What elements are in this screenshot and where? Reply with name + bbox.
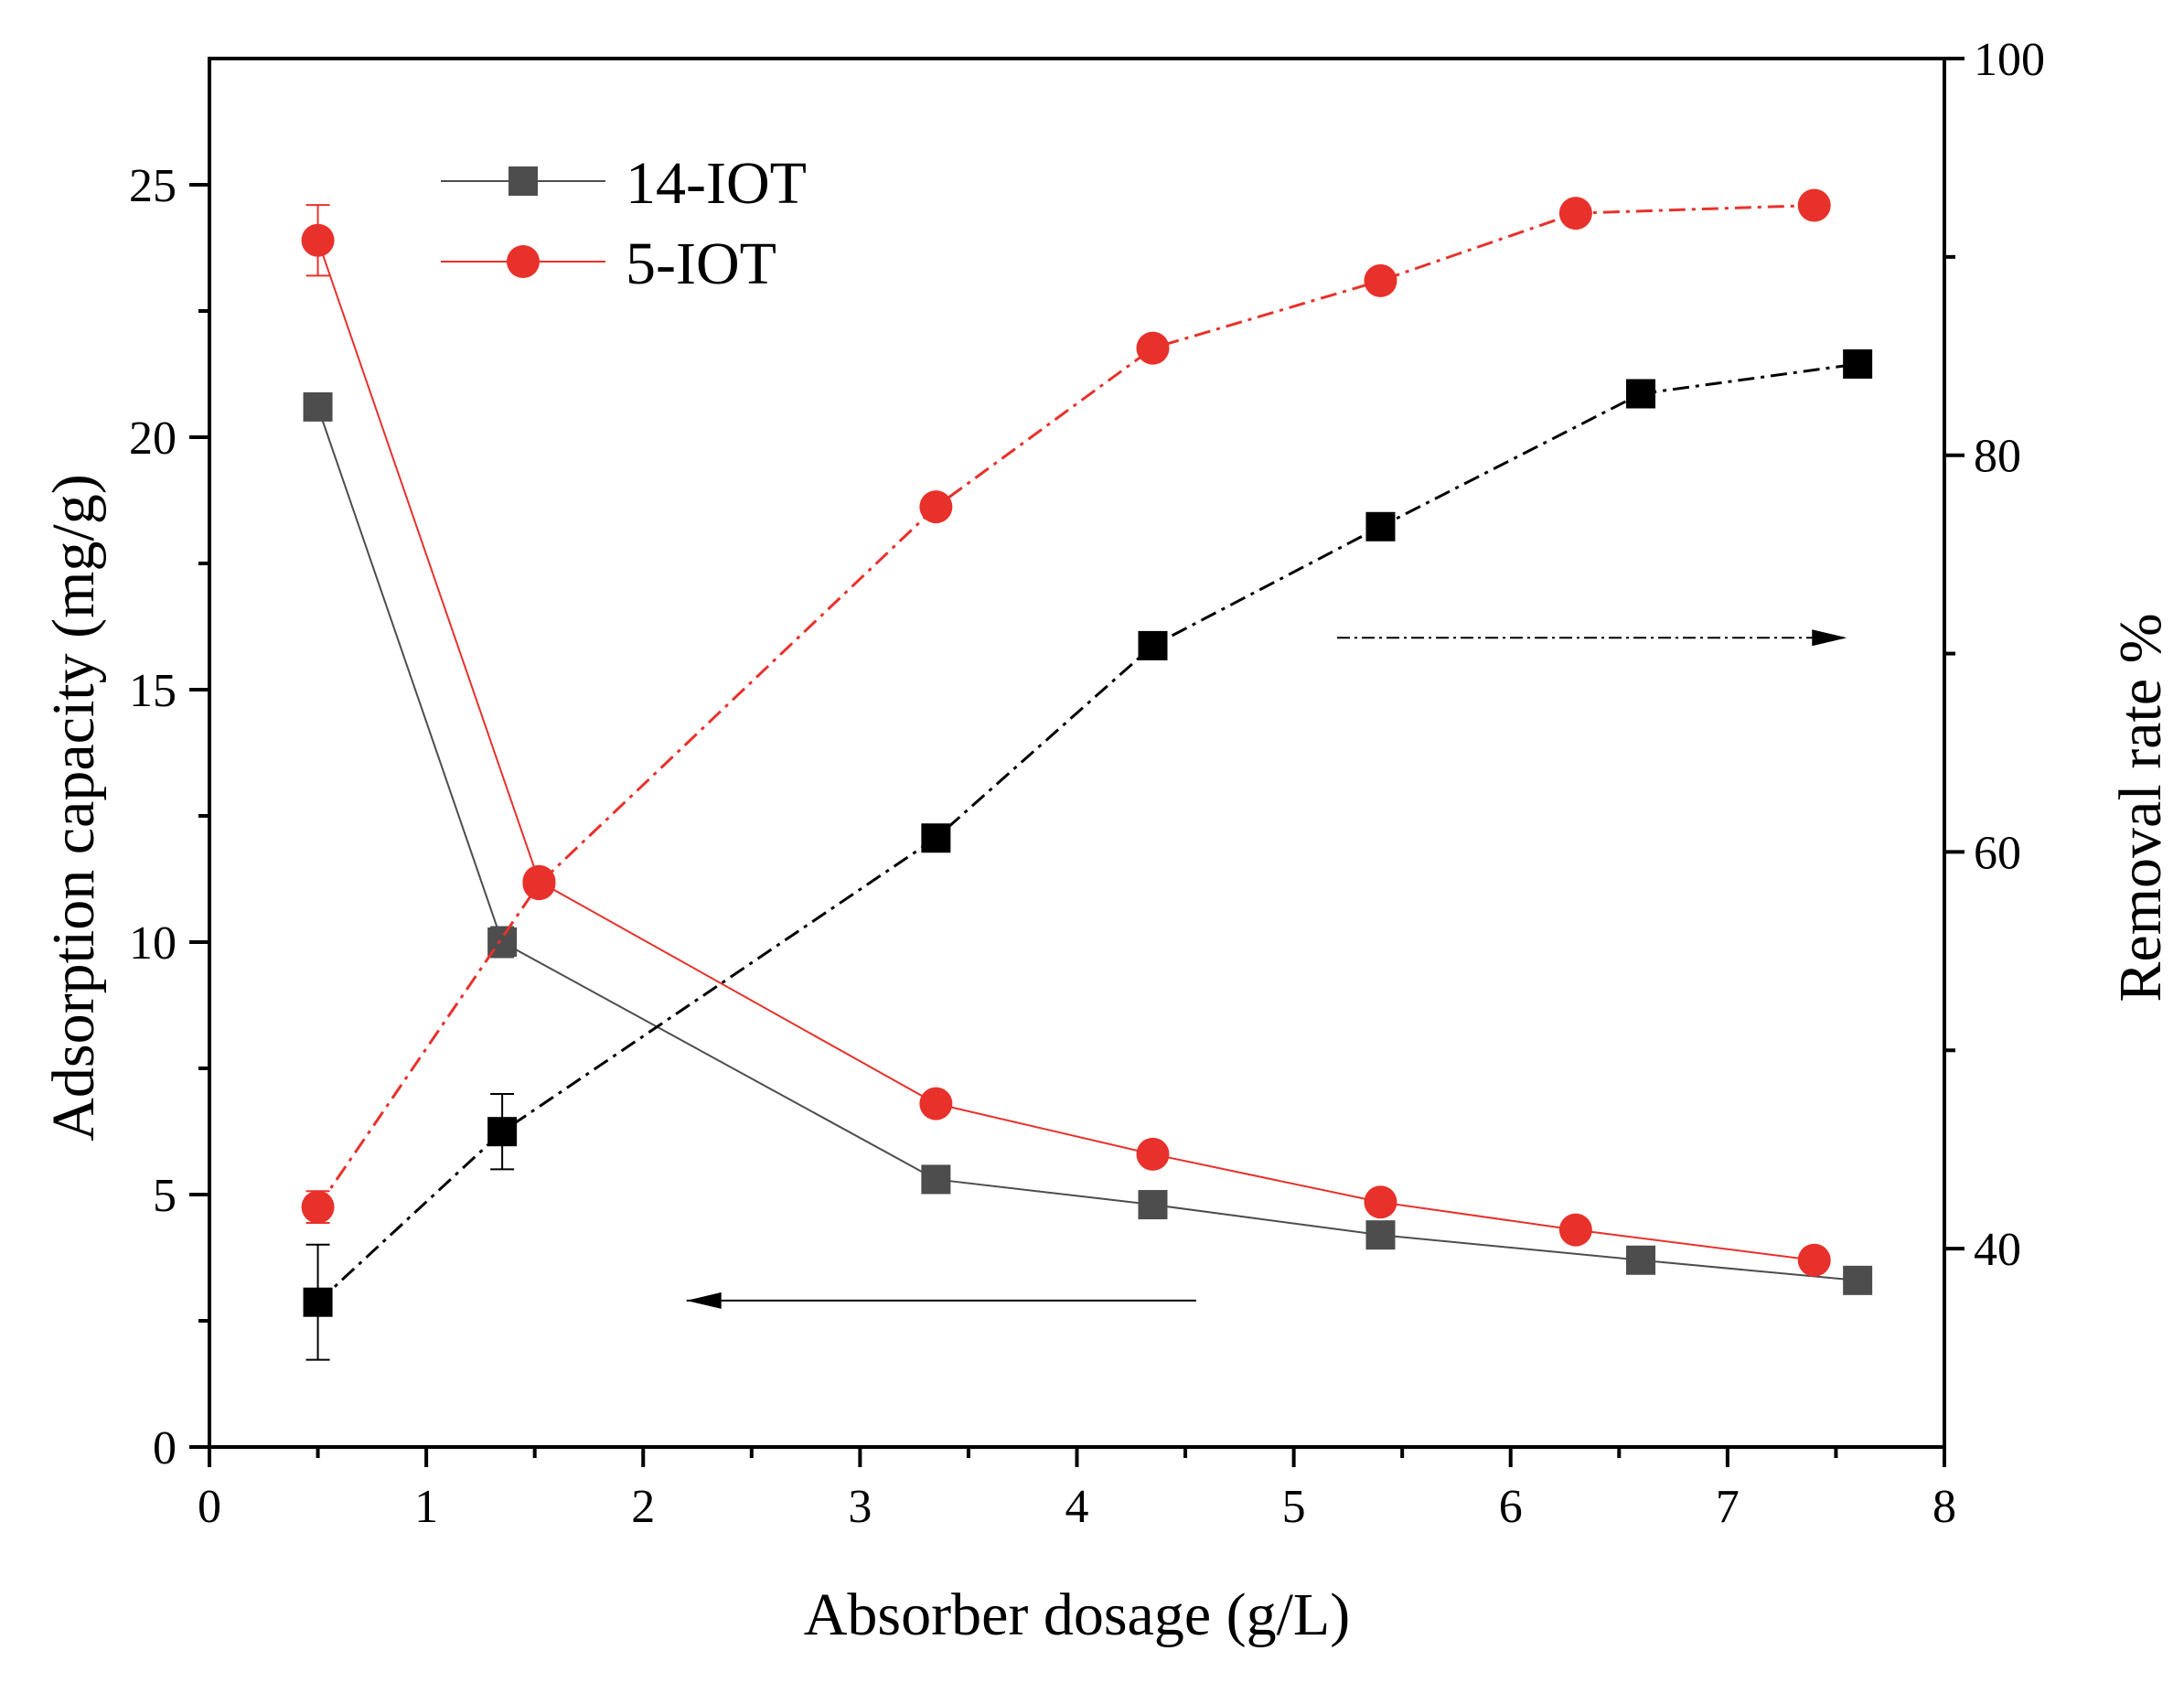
data-point-5-iot-adsorption-capacity (1136, 1137, 1170, 1171)
data-point-5-iot-removal-rate (1136, 331, 1170, 365)
data-point-14-iot-adsorption-capacity (1138, 1190, 1168, 1220)
x-tick-label: 4 (1065, 1481, 1089, 1533)
y-left-tick-label: 0 (153, 1422, 177, 1474)
y-right-tick-label: 40 (1974, 1224, 2021, 1276)
data-point-5-iot-adsorption-capacity (919, 1087, 953, 1120)
data-point-14-iot-removal-rate (921, 823, 951, 853)
y-right-axis-title: Removal rate % (2107, 613, 2174, 1002)
y-left-tick-label: 25 (129, 160, 177, 212)
data-point-5-iot-adsorption-capacity (1558, 1213, 1592, 1247)
labels-layer: Absorber dosage (g/L) Adsorption capacit… (40, 474, 2174, 1648)
data-point-14-iot-removal-rate (303, 1287, 333, 1317)
x-tick-label: 5 (1282, 1481, 1306, 1533)
data-point-14-iot-adsorption-capacity (1843, 1265, 1873, 1295)
data-point-14-iot-adsorption-capacity (303, 391, 333, 422)
x-tick-label: 2 (631, 1481, 655, 1533)
x-tick-label: 7 (1716, 1481, 1740, 1533)
data-point-14-iot-adsorption-capacity (1365, 1220, 1396, 1250)
y-left-tick-label: 15 (129, 665, 177, 717)
data-point-5-iot-removal-rate (522, 867, 556, 901)
y-left-tick-label: 5 (153, 1170, 177, 1222)
y-left-tick-label: 20 (129, 413, 177, 465)
data-point-14-iot-adsorption-capacity (1626, 1245, 1656, 1275)
data-point-5-iot-adsorption-capacity (301, 223, 335, 257)
arrow-head-left (686, 1292, 722, 1309)
legend-marker-5-iot (507, 245, 540, 278)
arrow-head-right (1812, 629, 1847, 647)
data-point-5-iot-removal-rate (919, 490, 953, 524)
annotation-layer (686, 629, 1847, 1309)
x-tick-label: 3 (848, 1481, 872, 1533)
y-right-tick-label: 80 (1974, 431, 2021, 483)
x-axis-title: Absorber dosage (g/L) (804, 1581, 1350, 1648)
legend-label-14-iot: 14-IOT (626, 150, 807, 217)
data-point-5-iot-removal-rate (1797, 188, 1831, 222)
data-point-5-iot-adsorption-capacity (1364, 1185, 1397, 1219)
data-point-14-iot-removal-rate (1365, 511, 1396, 541)
data-point-5-iot-adsorption-capacity (1797, 1243, 1831, 1277)
x-tick-label: 1 (414, 1481, 438, 1533)
x-tick-label: 6 (1499, 1481, 1523, 1533)
data-point-14-iot-adsorption-capacity (921, 1164, 951, 1195)
y-left-tick-label: 10 (129, 917, 177, 970)
series-layer (301, 188, 1873, 1361)
data-point-5-iot-removal-rate (1364, 263, 1397, 297)
data-point-14-iot-removal-rate (1626, 379, 1656, 409)
data-point-14-iot-removal-rate (1843, 348, 1873, 379)
data-point-14-iot-removal-rate (1138, 630, 1168, 660)
plot-frame (208, 57, 1946, 1449)
y-right-tick-label: 60 (1974, 827, 2021, 879)
data-point-5-iot-removal-rate (1558, 197, 1592, 230)
legend-label-5-iot: 5-IOT (626, 230, 776, 297)
legend-marker-14-iot (509, 166, 538, 196)
y-left-axis-title: Adsorption capacity (mg/g) (40, 474, 107, 1141)
x-tick-label: 0 (198, 1481, 221, 1533)
x-tick-label: 8 (1932, 1481, 1956, 1533)
legend: 14-IOT 5-IOT (441, 150, 807, 297)
data-point-14-iot-removal-rate (487, 1117, 518, 1147)
data-point-5-iot-removal-rate (301, 1190, 335, 1224)
y-right-tick-label: 100 (1974, 34, 2045, 86)
